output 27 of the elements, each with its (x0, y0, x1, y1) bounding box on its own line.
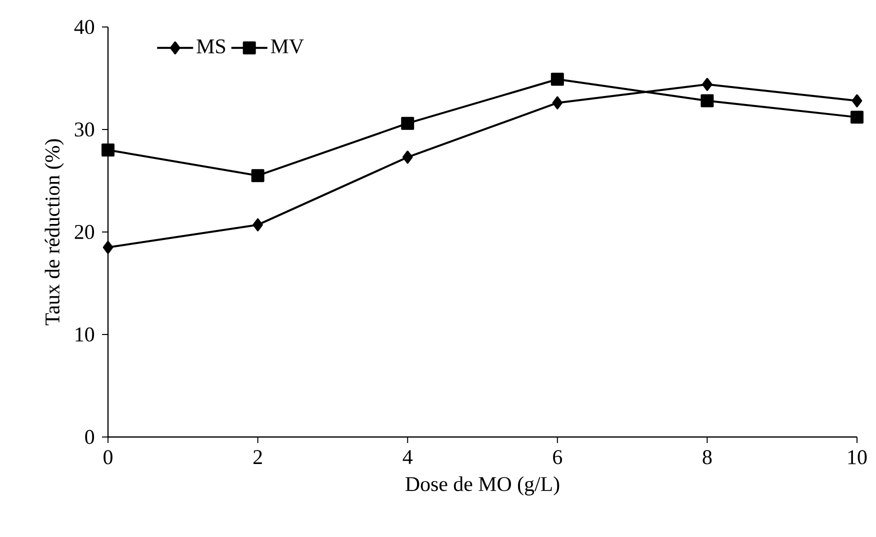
x-tick-label: 0 (104, 450, 112, 464)
y-tick-label: 40 (74, 20, 94, 34)
y-tick-label: 10 (76, 327, 94, 342)
y-tick-label: 0 (85, 430, 94, 444)
point (252, 218, 263, 232)
point (702, 78, 712, 91)
point (552, 96, 563, 110)
x-tick-label: 8 (702, 450, 712, 464)
legend-label: MS (196, 39, 226, 54)
x-tick-label: 2 (254, 450, 262, 464)
x-axis-title: Dose de MO (g/L) (406, 476, 560, 496)
point (550, 72, 564, 86)
x-tick-label: 4 (402, 450, 413, 464)
x-tick-label: 10 (848, 450, 867, 464)
point (700, 94, 714, 108)
legend-label: MV (270, 39, 304, 54)
point (251, 169, 264, 182)
y-tick-label: 20 (74, 224, 94, 240)
point (850, 110, 864, 124)
point (852, 94, 862, 108)
point (102, 143, 115, 156)
x-tick-label: 6 (553, 450, 562, 464)
point (402, 150, 413, 164)
point (401, 116, 414, 130)
y-axis-title: Taux de réduction (%) (44, 139, 64, 326)
y-tick-label: 30 (74, 122, 94, 137)
point (102, 240, 114, 254)
